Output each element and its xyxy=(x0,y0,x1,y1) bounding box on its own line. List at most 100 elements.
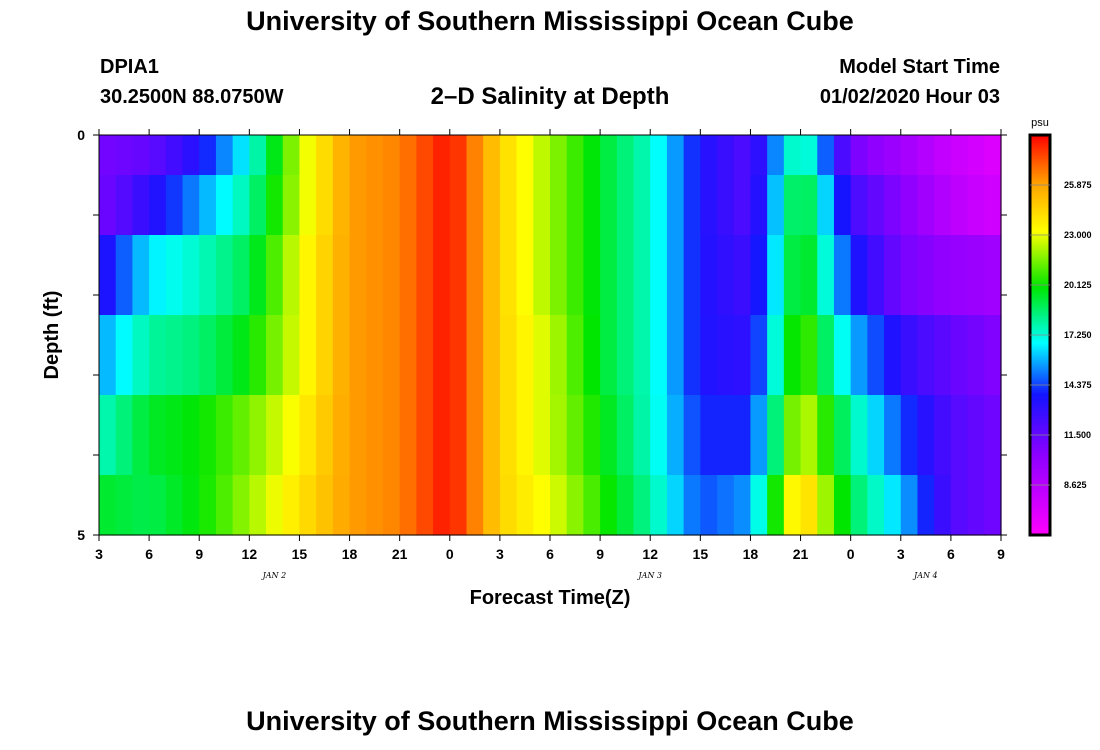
heatmap-cell xyxy=(583,475,601,536)
heatmap-cell xyxy=(533,175,551,236)
heatmap-cell xyxy=(550,175,568,236)
heatmap-cell xyxy=(984,395,1002,476)
colorbar-ticks: 8.625 11.500 14.375 17.250 20.125 23.000 25.87… xyxy=(1030,180,1092,490)
heatmap-cell xyxy=(800,235,818,316)
heatmap-cell xyxy=(149,475,167,536)
x-tick-label: 15 xyxy=(693,546,709,562)
heatmap-cell xyxy=(516,235,534,316)
y-axis: 05 xyxy=(77,127,1007,543)
heatmap-cell xyxy=(750,315,768,396)
heatmap-cell xyxy=(516,395,534,476)
heatmap-cell xyxy=(366,395,384,476)
heatmap-cell xyxy=(215,235,234,316)
heatmap-cell xyxy=(132,235,150,316)
heatmap-cell xyxy=(182,475,200,536)
heatmap-cell xyxy=(382,235,401,316)
heatmap-cell xyxy=(616,395,635,476)
heatmap-cell xyxy=(884,235,902,316)
heatmap-cell xyxy=(149,235,167,316)
heatmap-cell xyxy=(399,395,417,476)
heatmap-cell xyxy=(984,175,1002,236)
heatmap-cell xyxy=(466,235,484,316)
heatmap-cell xyxy=(232,175,250,236)
heatmap-cell xyxy=(833,475,852,536)
heatmap-cell xyxy=(934,475,952,536)
heatmap-cell xyxy=(934,235,952,316)
heatmap-cell xyxy=(917,235,935,316)
colorbar-tick-label: 20.125 xyxy=(1064,280,1092,290)
heatmap-cell xyxy=(833,315,852,396)
heatmap-cell xyxy=(165,395,184,476)
heatmap-cell xyxy=(483,175,501,236)
heatmap-cell xyxy=(984,235,1002,316)
heatmap-cell xyxy=(666,315,685,396)
heatmap-cell xyxy=(884,475,902,536)
heatmap-cell xyxy=(750,475,768,536)
heatmap-cell xyxy=(717,175,735,236)
heatmap-cell xyxy=(433,235,451,316)
x-tick-label: 18 xyxy=(342,546,358,562)
heatmap-cell xyxy=(767,395,785,476)
heatmap-cell xyxy=(967,235,985,316)
heatmap-cell xyxy=(767,235,785,316)
heatmap-cell xyxy=(282,475,301,536)
heatmap-cell xyxy=(332,235,351,316)
heatmap-cell xyxy=(700,475,718,536)
heatmap-cell xyxy=(282,315,301,396)
heatmap-cell xyxy=(382,475,401,536)
heatmap-cell xyxy=(683,395,701,476)
chart-title: 2–D Salinity at Depth xyxy=(430,83,670,110)
heatmap-cell xyxy=(332,175,351,236)
heatmap-cell xyxy=(433,475,451,536)
heatmap-cell xyxy=(199,175,217,236)
heatmap-cell xyxy=(717,395,735,476)
heatmap-cell xyxy=(917,395,935,476)
heatmap-cell xyxy=(215,175,234,236)
heatmap-cell xyxy=(867,395,885,476)
heatmap-cell xyxy=(399,235,417,316)
heatmap-cell xyxy=(800,135,818,176)
x-tick-label: 3 xyxy=(496,546,504,562)
heatmap-cell xyxy=(382,315,401,396)
colorbar-tick-label: 23.000 xyxy=(1064,230,1092,240)
heatmap-cell xyxy=(733,135,752,176)
heatmap-cell xyxy=(900,315,919,396)
heatmap-cell xyxy=(900,235,919,316)
heatmap-cell xyxy=(433,175,451,236)
heatmap-cell xyxy=(666,175,685,236)
heatmap-cell xyxy=(199,135,217,176)
heatmap-cell xyxy=(332,135,351,176)
heatmap-cell xyxy=(717,135,735,176)
heatmap-cell xyxy=(399,315,417,396)
x-tick-label: 3 xyxy=(95,546,103,562)
heatmap-cell xyxy=(783,395,802,476)
heatmap-cell xyxy=(850,135,868,176)
heatmap-cell xyxy=(984,315,1002,396)
heatmap-cell xyxy=(132,135,150,176)
x-tick-label: 0 xyxy=(847,546,855,562)
heatmap-cell xyxy=(767,135,785,176)
heatmap-cell xyxy=(433,315,451,396)
x-axis: 3 6 9 12 15 18 21 0 3 6 9 12 15 18 21 0 3 6 9 JAN 2 JAN 3 JAN… xyxy=(95,129,1005,580)
heatmap-cell xyxy=(817,315,835,396)
heatmap-cell xyxy=(416,475,434,536)
x-day-label: JAN 2 xyxy=(261,571,287,580)
heatmap-cell xyxy=(934,175,952,236)
heatmap-cell xyxy=(99,235,117,316)
heatmap-cell xyxy=(366,175,384,236)
heatmap-cell xyxy=(633,235,651,316)
heatmap-cell xyxy=(366,315,384,396)
heatmap-cells xyxy=(99,135,1002,536)
colorbar-tick-label: 11.500 xyxy=(1064,430,1091,440)
heatmap-cell xyxy=(666,135,685,176)
x-tick-label: 6 xyxy=(947,546,955,562)
heatmap-cell xyxy=(683,475,701,536)
heatmap-cell xyxy=(850,475,868,536)
heatmap-cell xyxy=(700,175,718,236)
heatmap-cell xyxy=(850,315,868,396)
heatmap-cell xyxy=(149,315,167,396)
heatmap-cell xyxy=(282,175,301,236)
heatmap-cell xyxy=(867,135,885,176)
heatmap-cell xyxy=(466,315,484,396)
